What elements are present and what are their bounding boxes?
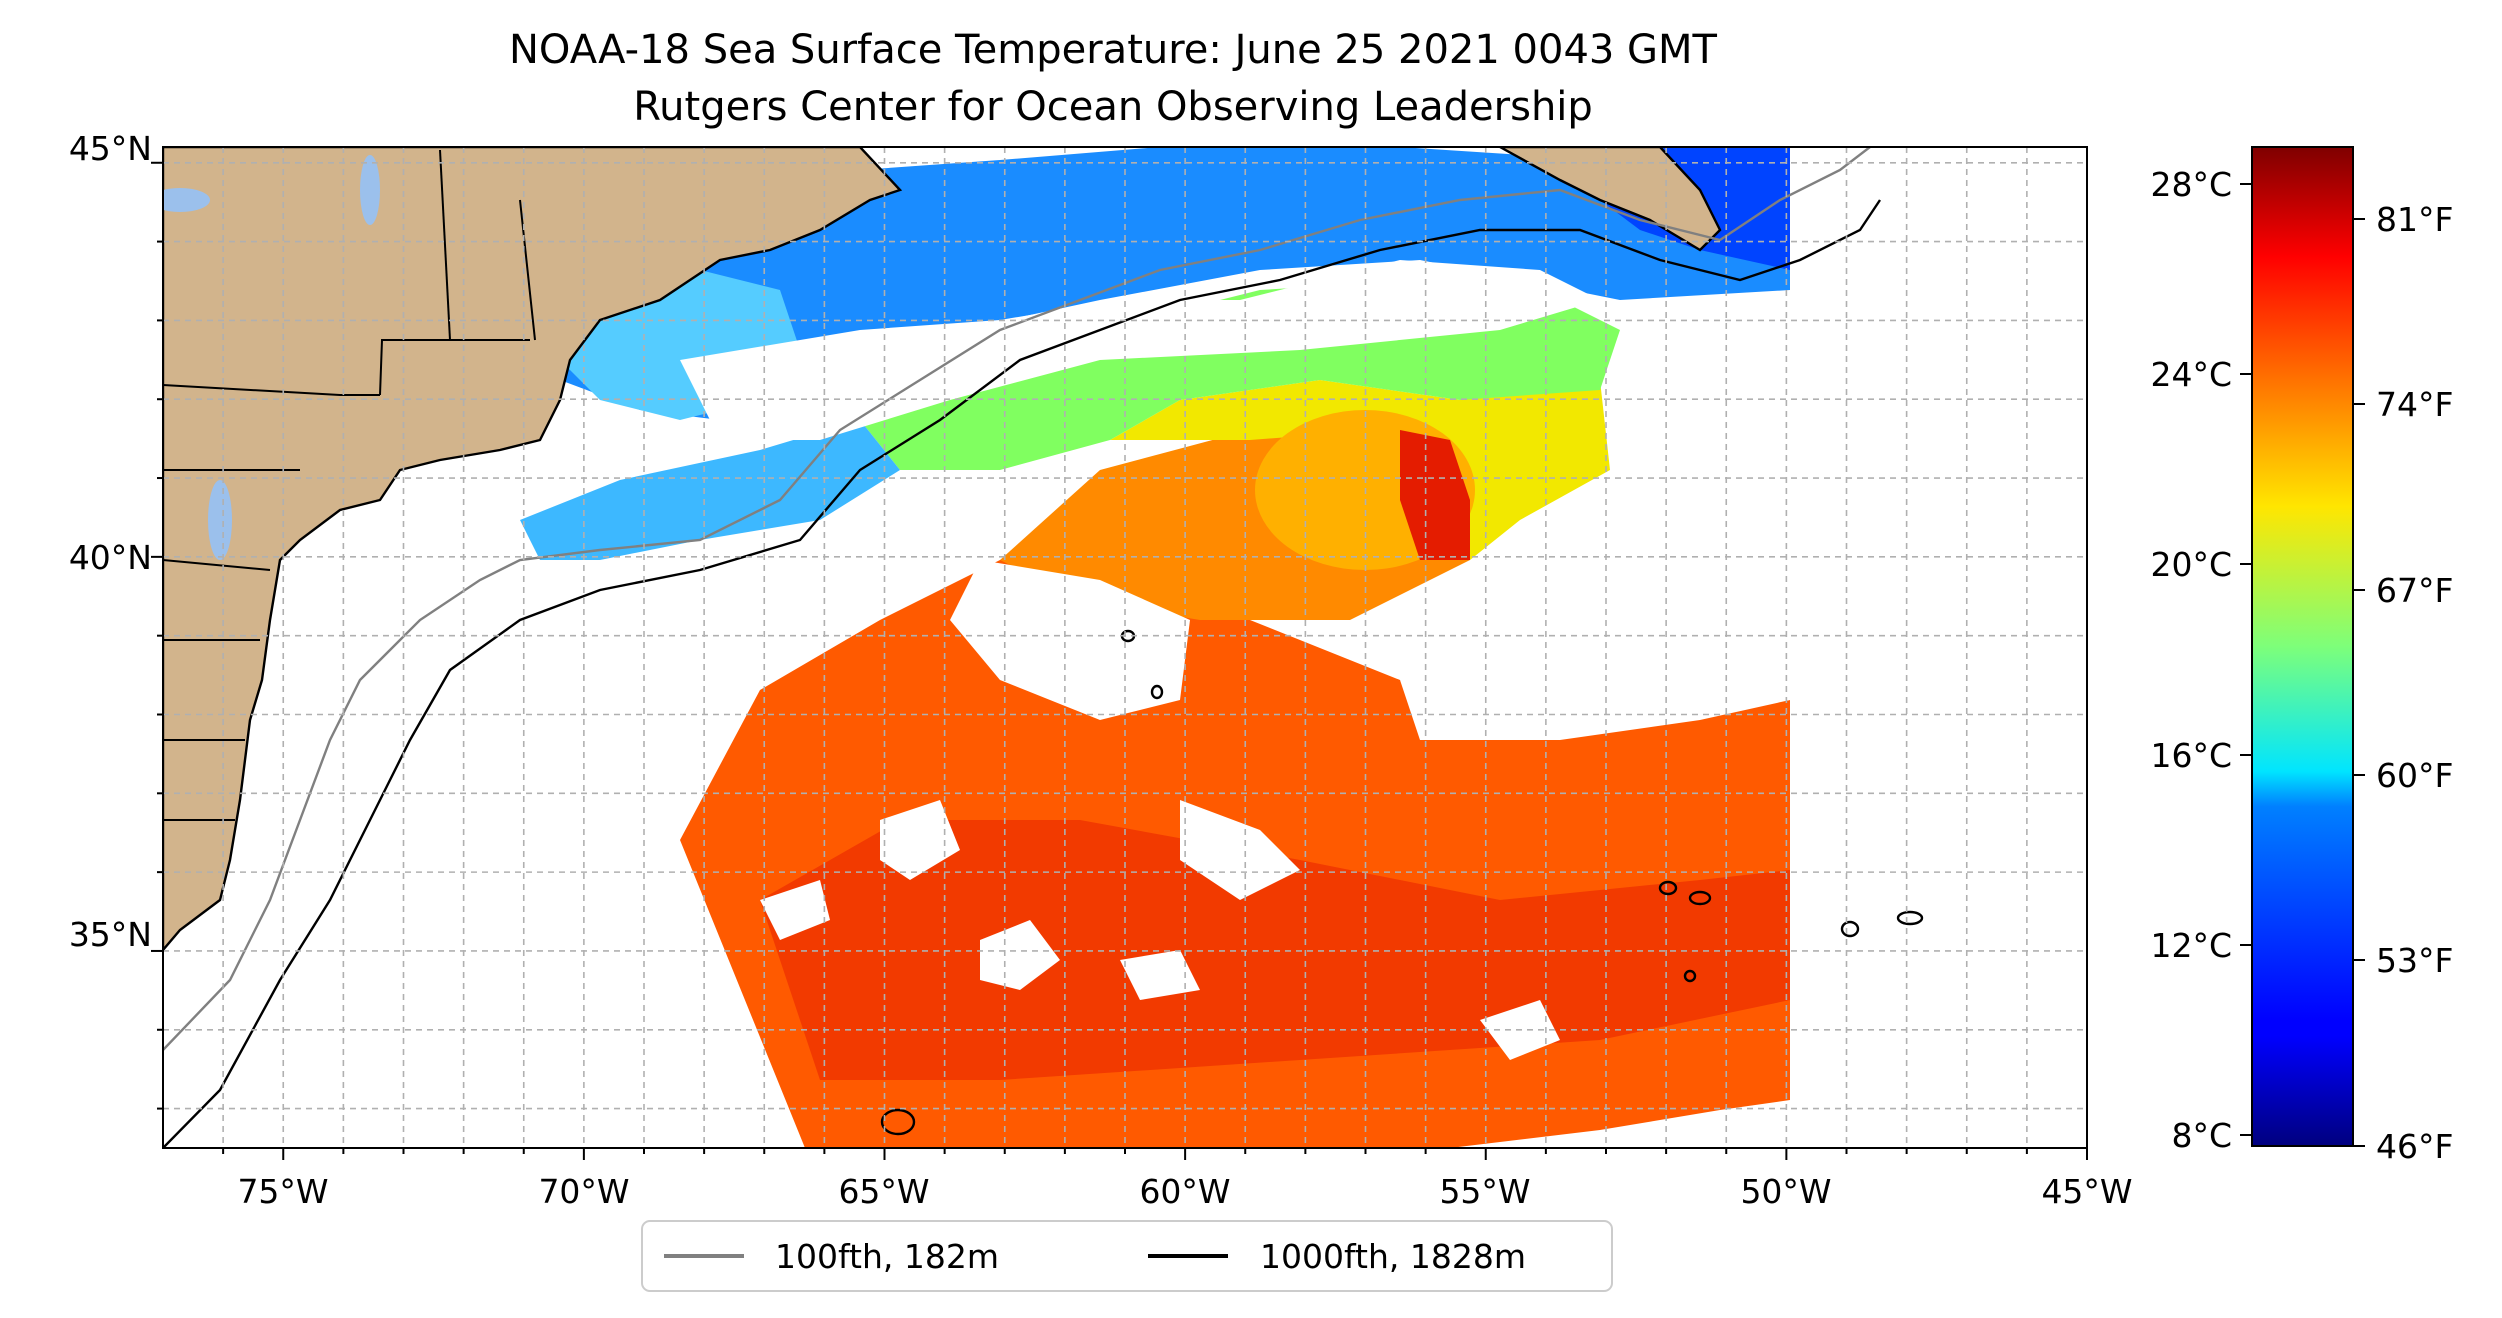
colorbar-celsius-label: 20°C — [2150, 545, 2232, 584]
colorbar-celsius-label: 16°C — [2150, 736, 2232, 775]
colorbar-fahrenheit-label: 74°F — [2376, 385, 2453, 424]
lat-tick-label: 40°N — [69, 538, 152, 577]
colorbar-fahrenheit-label: 60°F — [2376, 756, 2453, 795]
colorbar-gradient — [2251, 146, 2354, 1147]
lon-tick-label: 65°W — [838, 1172, 929, 1211]
colorbar-celsius-label: 12°C — [2150, 926, 2232, 965]
isobath-100fth — [163, 147, 1871, 1051]
colorbar-celsius-label: 28°C — [2150, 165, 2232, 204]
gridlines — [163, 147, 2087, 1148]
colorbar-celsius-label: 8°C — [2171, 1116, 2232, 1155]
us-land — [163, 147, 903, 952]
lon-tick-label: 55°W — [1439, 1172, 1530, 1211]
map-axis-ticks — [151, 161, 2088, 1160]
colorbar-fahrenheit-label: 46°F — [2376, 1127, 2453, 1166]
colorbar-celsius-ticks: 28°C 24°C 20°C 16°C 12°C 8°C — [2150, 165, 2252, 1155]
coastline-land — [163, 147, 1722, 952]
lon-tick-label: 45°W — [2041, 1172, 2132, 1211]
lon-tick-label: 75°W — [237, 1172, 328, 1211]
lat-tick-label: 45°N — [69, 129, 152, 168]
lakes — [163, 155, 380, 560]
nova-scotia-land — [1499, 147, 1722, 252]
colorbar-fahrenheit-label: 53°F — [2376, 941, 2453, 980]
colorbar: 28°C 24°C 20°C 16°C 12°C 8°C 81°F 74°F 6… — [2150, 146, 2453, 1166]
title-line-2: Rutgers Center for Ocean Observing Leade… — [633, 84, 1593, 130]
lon-tick-label: 70°W — [538, 1172, 629, 1211]
map-panel — [151, 146, 2088, 1160]
lon-tick-label: 60°W — [1139, 1172, 1230, 1211]
legend-box — [641, 1220, 1613, 1292]
lon-tick-label: 50°W — [1740, 1172, 1831, 1211]
legend-label-100fth: 100fth, 182m — [775, 1237, 999, 1276]
sst-slope-water — [520, 420, 900, 560]
lat-tick-label: 35°N — [69, 915, 152, 954]
colorbar-fahrenheit-label: 67°F — [2376, 571, 2453, 610]
legend: 100fth, 182m 1000fth, 1828m — [641, 1220, 1613, 1292]
isobath-1000fth — [163, 199, 1881, 1148]
lon-tick-labels: 75°W 70°W 65°W 60°W 55°W 50°W 45°W — [237, 1172, 2132, 1211]
colorbar-fahrenheit-label: 81°F — [2376, 200, 2453, 239]
sst-data-field — [520, 147, 1790, 1148]
legend-label-1000fth: 1000fth, 1828m — [1260, 1237, 1526, 1276]
title-line-1: NOAA-18 Sea Surface Temperature: June 25… — [509, 27, 1718, 73]
sst-eddy-edge — [1400, 430, 1470, 560]
colorbar-celsius-label: 24°C — [2150, 355, 2232, 394]
lat-tick-labels: 35°N 40°N 45°N — [69, 129, 152, 954]
colorbar-fahrenheit-ticks: 81°F 74°F 67°F 60°F 53°F 46°F — [2353, 200, 2453, 1166]
